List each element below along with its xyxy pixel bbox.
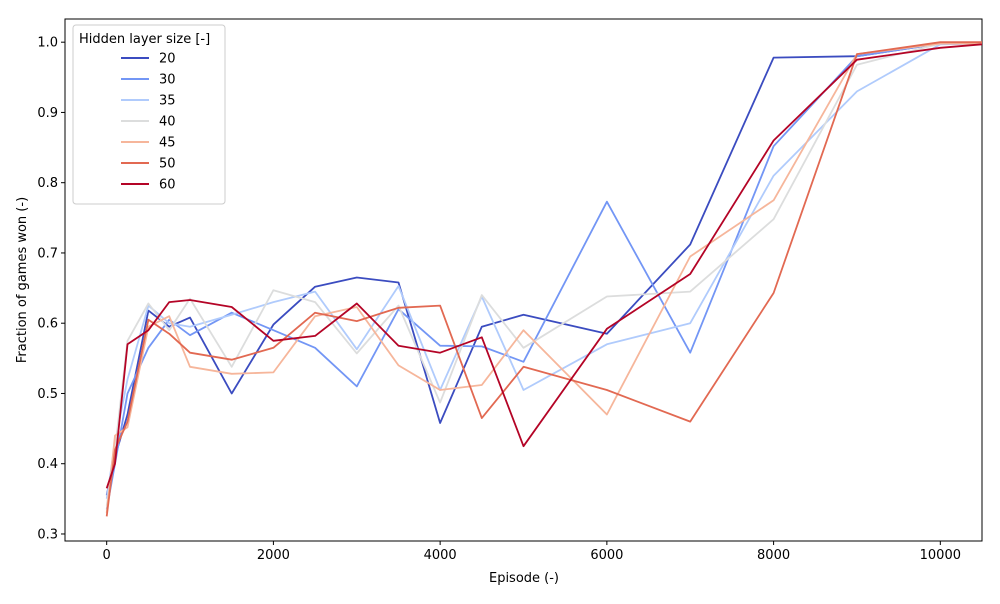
y-tick-label: 0.5 [37,387,58,402]
series-line-45 [105,42,982,513]
series-line-20 [105,42,982,496]
legend-label-30: 30 [159,73,176,88]
series-line-60 [105,43,982,489]
legend-label-35: 35 [159,94,176,109]
x-tick-label: 8000 [757,548,790,563]
y-axis-label: Fraction of games won (-) [15,197,30,363]
y-tick-label: 0.6 [37,317,58,332]
x-axis-ticks: 0 2000 4000 6000 8000 10000 [103,541,961,563]
y-tick-label: 0.8 [37,176,58,191]
legend-label-60: 60 [159,178,176,193]
series-line-35 [105,42,982,499]
x-tick-label: 6000 [590,548,623,563]
y-tick-label: 0.7 [37,246,58,261]
legend-label-40: 40 [159,115,176,130]
legend-title: Hidden layer size [-] [79,32,210,47]
y-tick-label: 0.3 [37,527,58,542]
legend-box [72,24,226,205]
x-tick-label: 4000 [424,548,457,563]
y-tick-label: 0.9 [37,106,58,121]
legend: Hidden layer size [-] 20 30 35 40 45 50 60 [72,24,226,205]
series-line-50 [105,41,982,517]
legend-label-45: 45 [159,136,176,151]
x-tick-label: 2000 [257,548,290,563]
x-axis-label: Episode (-) [489,571,559,586]
y-tick-label: 0.4 [37,457,58,472]
x-tick-label: 0 [103,548,111,563]
x-tick-label: 10000 [920,548,961,563]
series-line-40 [105,42,982,507]
plot-border [64,18,983,542]
y-axis-ticks: 0.3 0.4 0.5 0.6 0.7 0.8 0.9 1.0 [37,36,65,542]
legend-label-20: 20 [159,52,176,67]
legend-label-50: 50 [159,157,176,172]
y-tick-label: 1.0 [37,36,58,51]
plot-frame [64,18,983,542]
series-layer [105,41,982,517]
series-line-30 [105,42,982,510]
